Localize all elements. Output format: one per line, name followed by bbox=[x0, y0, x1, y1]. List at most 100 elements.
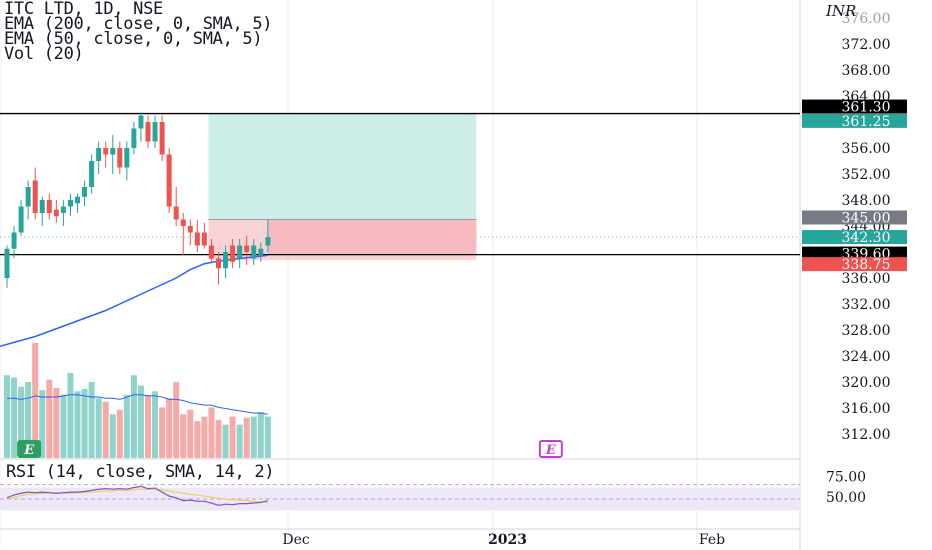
ema50-line bbox=[0, 254, 268, 347]
ema50-legend[interactable]: EMA (50, close, 0, SMA, 5) bbox=[4, 29, 263, 49]
price-tag-bg bbox=[802, 246, 907, 261]
currency-label: INR bbox=[826, 2, 857, 20]
candle-body bbox=[230, 245, 236, 262]
price-axis[interactable]: 312.00 316.00 320.00 324.00 328.00 332.00 336.… bbox=[842, 11, 891, 443]
candle-body bbox=[244, 245, 250, 252]
horizontal-lines[interactable] bbox=[0, 112, 800, 256]
price-tag-label: 361.30 bbox=[842, 100, 891, 116]
candle-body bbox=[117, 148, 123, 168]
volume-bar bbox=[173, 382, 180, 458]
volume-bar bbox=[257, 412, 264, 458]
candle-body bbox=[265, 237, 271, 246]
price-tick-label: 312.00 bbox=[842, 427, 891, 443]
earnings-marker-label: E bbox=[23, 443, 35, 458]
rsi-line bbox=[6, 485, 268, 506]
rsi-pane: 75.00 50.00 bbox=[0, 470, 866, 511]
volume-bar bbox=[109, 414, 116, 458]
chart-legend: ITC LTD, 1D, NSE EMA (200, close, 0, SMA… bbox=[4, 0, 273, 64]
candle-body bbox=[4, 248, 10, 278]
time-label: 2023 bbox=[488, 532, 527, 548]
volume-bar bbox=[130, 375, 137, 458]
earnings-marker-label: E bbox=[545, 443, 557, 458]
risk-fill bbox=[267, 219, 477, 255]
price-tick-label: 356.00 bbox=[842, 141, 891, 157]
volume-bar bbox=[264, 416, 271, 458]
volume-bar bbox=[25, 382, 32, 458]
candle-body bbox=[145, 122, 151, 142]
candle-body bbox=[32, 180, 38, 213]
candle-body bbox=[237, 245, 243, 259]
volume-bar bbox=[53, 387, 60, 458]
price-tag-label: 361.25 bbox=[842, 114, 891, 130]
candle-body bbox=[251, 245, 257, 259]
volume-bar bbox=[145, 394, 151, 458]
price-tag-label: 345.00 bbox=[842, 211, 891, 227]
volume-legend[interactable]: Vol (20) bbox=[4, 44, 84, 64]
price-tick-label: 316.00 bbox=[842, 401, 891, 417]
volume-bar bbox=[74, 391, 81, 458]
candle-body bbox=[124, 148, 130, 168]
volume-bar bbox=[243, 417, 250, 458]
candle-body bbox=[166, 154, 172, 207]
volume-bar bbox=[4, 375, 10, 458]
candle-body bbox=[25, 187, 31, 207]
volume-bar bbox=[215, 420, 222, 458]
earnings-marker bbox=[538, 440, 563, 458]
volume-ma-line bbox=[7, 394, 268, 415]
candle-body bbox=[216, 258, 221, 269]
price-tag-bg bbox=[802, 210, 907, 225]
volume-bar bbox=[116, 409, 123, 458]
position-zones[interactable] bbox=[208, 113, 477, 261]
candle-body bbox=[89, 161, 95, 187]
volume-bar bbox=[208, 407, 215, 458]
time-label: Dec bbox=[282, 532, 310, 548]
price-tag-bg bbox=[802, 99, 907, 114]
volume-bar bbox=[229, 416, 236, 458]
volume-bar bbox=[137, 385, 144, 458]
price-tick-label: 348.00 bbox=[842, 193, 891, 209]
candle-body bbox=[96, 148, 102, 161]
volume-bar bbox=[152, 391, 159, 458]
volume-pane bbox=[4, 343, 271, 458]
price-tick-label: 332.00 bbox=[842, 297, 891, 313]
ema-line bbox=[0, 254, 268, 347]
ema200-legend[interactable]: EMA (200, close, 0, SMA, 5) bbox=[4, 14, 273, 34]
symbol-title[interactable]: ITC LTD, 1D, NSE bbox=[4, 0, 163, 19]
target-zone bbox=[208, 113, 477, 220]
candle-body bbox=[258, 248, 264, 256]
time-axis[interactable]: Dec 2023 Feb bbox=[282, 532, 725, 548]
candle-body bbox=[138, 115, 144, 129]
volume-bar bbox=[250, 416, 257, 458]
price-tick-label: 336.00 bbox=[842, 271, 891, 287]
candle-body bbox=[194, 232, 200, 246]
time-label: Feb bbox=[699, 532, 725, 548]
candle-body bbox=[103, 148, 109, 155]
candle-body bbox=[53, 209, 59, 217]
candle-body bbox=[46, 200, 52, 213]
volume-bar bbox=[201, 416, 208, 458]
candle-body bbox=[60, 206, 66, 213]
candle-body bbox=[173, 206, 179, 220]
volume-bar bbox=[166, 398, 173, 458]
candle-body bbox=[75, 196, 80, 204]
rsi-tick-label: 75.00 bbox=[826, 470, 866, 486]
volume-bar bbox=[46, 379, 53, 458]
price-tag-bg bbox=[802, 230, 907, 245]
volume-bar bbox=[88, 382, 95, 458]
candle-body bbox=[67, 200, 73, 207]
volume-bar bbox=[102, 401, 109, 458]
candle-body bbox=[11, 232, 17, 249]
price-tick-label: 352.00 bbox=[842, 167, 891, 183]
candle-body bbox=[131, 128, 137, 148]
volume-bar bbox=[67, 372, 74, 458]
candles bbox=[4, 112, 271, 288]
rsi-legend[interactable]: RSI (14, close, SMA, 14, 2) bbox=[6, 462, 275, 482]
volume-bar bbox=[159, 407, 166, 458]
candle-body bbox=[208, 245, 214, 259]
price-tag-bg bbox=[802, 257, 907, 272]
volume-bar bbox=[123, 394, 130, 458]
volume-bar bbox=[222, 424, 229, 458]
